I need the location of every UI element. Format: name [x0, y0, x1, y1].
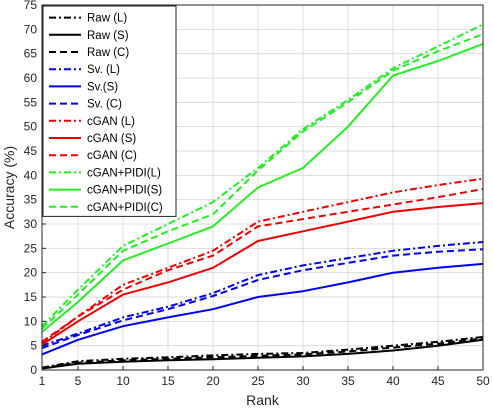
- legend-entry-label: Raw (S): [87, 30, 129, 42]
- y-tick-label: 60: [24, 71, 38, 85]
- y-tick-label: 10: [24, 314, 38, 328]
- legend-entry-label: Raw (C): [87, 47, 129, 59]
- series-line-6: [41, 177, 484, 345]
- y-tick-label: 70: [24, 22, 38, 36]
- x-tick-label: 10: [116, 374, 130, 388]
- series-line-9: [41, 23, 484, 327]
- series-lines: [41, 23, 484, 370]
- legend-entry-label: Sv. (L): [87, 64, 120, 76]
- x-tick-label: 15: [161, 374, 175, 388]
- x-tick-label: 50: [476, 374, 490, 388]
- legend: Raw (L) Raw (S) Raw (C) Sv. (L) Sv.(S) Sv. (C…: [42, 5, 177, 217]
- y-tick-label: 45: [24, 144, 38, 158]
- x-tick-label: 25: [251, 374, 265, 388]
- x-tick-label: 35: [341, 374, 355, 388]
- series-line-3: [41, 241, 484, 347]
- series-line-4: [41, 262, 484, 356]
- x-tick-label: 40: [386, 374, 400, 388]
- x-tick-label: 30: [296, 374, 310, 388]
- y-tick-label: 75: [24, 0, 38, 12]
- x-axis-label: Rank: [246, 392, 280, 408]
- y-tick-label: 35: [24, 193, 38, 207]
- y-tick-label: 15: [24, 290, 38, 304]
- series-line-1: [41, 338, 484, 370]
- series-line-7: [41, 202, 484, 346]
- series-line-0: [41, 335, 484, 369]
- legend-entry-label: Sv.(S): [87, 81, 118, 93]
- legend-box: [42, 5, 177, 217]
- y-tick-label: 65: [24, 47, 38, 61]
- series-line-2: [41, 337, 484, 370]
- y-tick-label: 0: [30, 363, 37, 377]
- x-tick-label: 45: [431, 374, 445, 388]
- series-line-11: [41, 33, 484, 330]
- legend-entry-label: cGAN+PIDI(S): [87, 185, 162, 197]
- y-tick-label: 25: [24, 241, 38, 255]
- plot-frame: [41, 4, 484, 371]
- legend-entry-label: cGAN (C): [87, 150, 137, 162]
- x-tick-label: 20: [206, 374, 220, 388]
- y-tick-label: 20: [24, 266, 38, 280]
- series-line-5: [41, 248, 484, 350]
- legend-entry-label: Raw (L): [87, 13, 127, 25]
- x-tick-label: 5: [75, 374, 82, 388]
- y-tick-label: 50: [24, 120, 38, 134]
- y-tick-label: 30: [24, 217, 38, 231]
- y-tick-label: 40: [24, 168, 38, 182]
- y-tick-label: 55: [24, 95, 38, 109]
- legend-entry-label: cGAN+PIDI(L): [87, 167, 161, 179]
- legend-entry-label: cGAN (L): [87, 116, 135, 128]
- y-tick-label: 5: [30, 339, 37, 353]
- axis-ticks: 1 5 10 15 20 25 30 35 40 45 5005101520253035404550…: [24, 0, 490, 388]
- y-axis-label: Accuracy (%): [1, 146, 17, 229]
- series-line-10: [41, 42, 484, 333]
- x-tick-label: 1: [39, 374, 46, 388]
- legend-entry-label: Sv. (C): [87, 99, 122, 111]
- legend-entry-label: cGAN+PIDI(C): [87, 202, 163, 214]
- series-line-8: [41, 188, 484, 343]
- legend-entry-label: cGAN (S): [87, 133, 136, 145]
